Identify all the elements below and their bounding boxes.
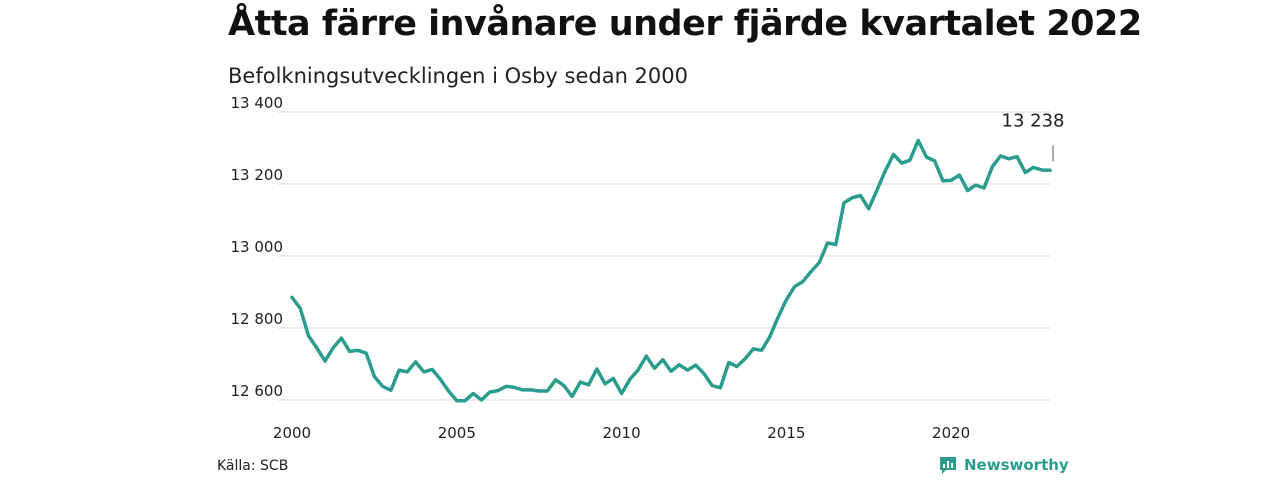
newsworthy-logo-icon	[940, 457, 956, 474]
y-tick-label: 13 400	[231, 94, 284, 112]
x-tick-label: 2015	[767, 424, 805, 442]
population-series-line	[290, 138, 1052, 403]
y-tick-label: 12 800	[231, 310, 284, 328]
x-tick-label: 2020	[932, 424, 970, 442]
brand-name: Newsworthy	[964, 456, 1069, 474]
y-tick-label: 12 600	[231, 382, 284, 400]
source-note: Källa: SCB	[217, 458, 289, 474]
chart-subtitle: Befolkningsutvecklingen i Osby sedan 200…	[228, 64, 689, 88]
x-tick-label: 2000	[273, 424, 311, 442]
y-tick-label: 13 200	[231, 166, 284, 184]
brand-logo: Newsworthy	[938, 455, 1069, 475]
x-tick-label: 2005	[438, 424, 476, 442]
y-tick-label: 13 000	[231, 238, 284, 256]
y-axis-ticks: 12 600 12 800 13 000 13 200 13 400	[231, 94, 284, 400]
annotation-last-value: 13 238	[1002, 110, 1065, 131]
x-tick-label: 2010	[602, 424, 640, 442]
gridlines	[278, 111, 1050, 401]
x-axis-ticks: 2000 2005 2010 2015 2020	[273, 424, 970, 442]
chart-title: Åtta färre invånare under fjärde kvartal…	[228, 4, 1142, 44]
